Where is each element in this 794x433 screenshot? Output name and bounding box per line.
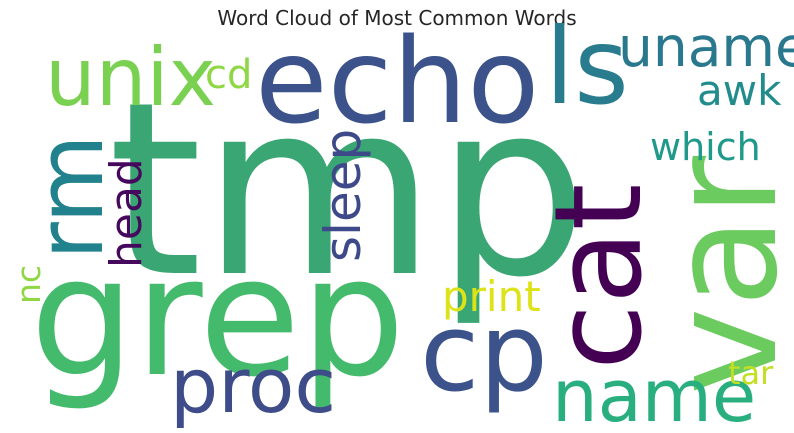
word-which: which: [650, 125, 761, 169]
word-ls: ls: [545, 6, 629, 128]
word-awk: awk: [697, 66, 782, 115]
word-proc: proc: [170, 341, 337, 430]
word-print: print: [442, 272, 541, 321]
word-cp: cp: [420, 291, 548, 416]
word-cat: cat: [530, 183, 669, 370]
word-echo: echo: [255, 12, 540, 150]
word-sleep: sleep: [314, 128, 372, 262]
word-grep: grep: [30, 221, 406, 413]
word-tar: tar: [728, 354, 774, 392]
word-name: name: [552, 354, 757, 433]
word-unix: unix: [45, 31, 216, 124]
chart-title: Word Cloud of Most Common Words: [217, 6, 577, 30]
word-nc: nc: [9, 264, 48, 304]
word-head: head: [101, 158, 152, 268]
word-tmp: tmp: [108, 50, 589, 330]
word-cd: cd: [205, 52, 253, 98]
word-uname: uname: [618, 15, 794, 79]
